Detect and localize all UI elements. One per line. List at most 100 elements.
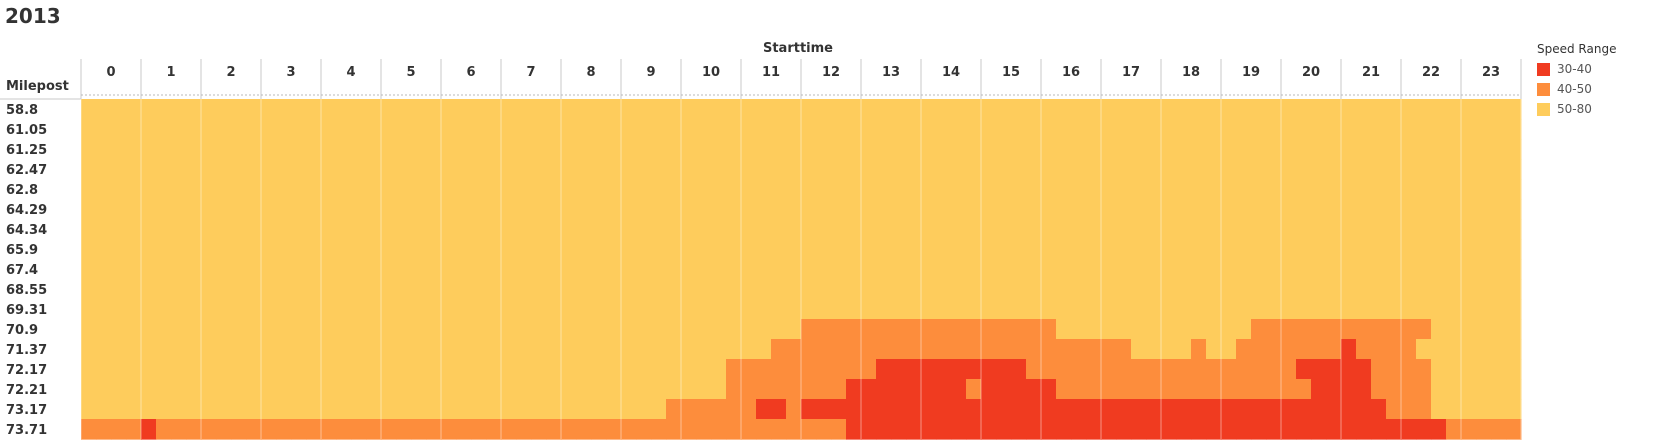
heatmap-cell (1041, 279, 1057, 300)
heatmap-cell (651, 299, 667, 320)
heatmap-cell (831, 299, 847, 320)
heatmap-cell (1326, 199, 1342, 220)
heatmap-cell (1176, 159, 1192, 180)
heatmap-cell (1026, 319, 1042, 340)
heatmap-cell (756, 119, 772, 140)
heatmap-cell (921, 379, 937, 400)
heatmap-cell (216, 279, 232, 300)
heatmap-cell (996, 419, 1012, 440)
heatmap-cell (396, 219, 412, 240)
heatmap-cell (936, 379, 952, 400)
legend-swatch (1537, 62, 1550, 76)
heatmap-cell (246, 399, 262, 420)
heatmap-cell (816, 379, 832, 400)
heatmap-cell (966, 419, 982, 440)
heatmap-cell (1191, 339, 1207, 360)
heatmap-cell (936, 259, 952, 280)
heatmap-cell (396, 359, 412, 380)
heatmap-cell (1176, 139, 1192, 160)
heatmap-cell (951, 239, 967, 260)
heatmap-cell (801, 159, 817, 180)
heatmap-cell (966, 279, 982, 300)
heatmap-cell (81, 419, 97, 440)
heatmap-cell (1131, 239, 1147, 260)
heatmap-cell (591, 159, 607, 180)
heatmap-cell (126, 219, 142, 240)
heatmap-cell (606, 279, 622, 300)
heatmap-cells (81, 99, 1522, 440)
heatmap-cell (471, 359, 487, 380)
heatmap-cell (1356, 399, 1372, 420)
heatmap-cell (666, 399, 682, 420)
heatmap-cell (336, 219, 352, 240)
heatmap-cell (1446, 179, 1462, 200)
heatmap-cell (966, 199, 982, 220)
heatmap-cell (1416, 339, 1432, 360)
heatmap-cell (531, 379, 547, 400)
heatmap-cell (936, 319, 952, 340)
heatmap-cell (891, 339, 907, 360)
heatmap-cell (261, 119, 277, 140)
heatmap-cell (1236, 239, 1252, 260)
heatmap-cell (681, 359, 697, 380)
heatmap-cell (801, 299, 817, 320)
heatmap-cell (771, 379, 787, 400)
heatmap-cell (276, 259, 292, 280)
heatmap-cell (1356, 159, 1372, 180)
heatmap-cell (516, 339, 532, 360)
heatmap-cell (831, 379, 847, 400)
heatmap-cell (1371, 179, 1387, 200)
x-tick-label: 12 (822, 65, 840, 80)
heatmap-cell (351, 199, 367, 220)
heatmap-cell (576, 179, 592, 200)
heatmap-cell (1311, 339, 1327, 360)
heatmap-cell (516, 139, 532, 160)
heatmap-cell (471, 99, 487, 120)
heatmap-cell (1266, 399, 1282, 420)
heatmap-cell (1296, 159, 1312, 180)
heatmap-cell (621, 279, 637, 300)
heatmap-cell (321, 139, 337, 160)
heatmap-cell (951, 419, 967, 440)
heatmap-cell (1086, 239, 1102, 260)
heatmap-cell (351, 119, 367, 140)
heatmap-cell (231, 239, 247, 260)
heatmap-cell (741, 239, 757, 260)
heatmap-cell (1236, 279, 1252, 300)
heatmap-cell (126, 379, 142, 400)
heatmap-cell (396, 399, 412, 420)
heatmap-cell (651, 179, 667, 200)
heatmap-cell (666, 239, 682, 260)
heatmap-cell (981, 99, 997, 120)
heatmap-cell (1131, 199, 1147, 220)
heatmap-cell (1146, 279, 1162, 300)
heatmap-cell (1431, 259, 1447, 280)
heatmap-cell (126, 279, 142, 300)
heatmap-cell (321, 239, 337, 260)
heatmap-cell (411, 299, 427, 320)
heatmap-cell (471, 139, 487, 160)
heatmap-cell (1491, 339, 1507, 360)
heatmap-cell (876, 399, 892, 420)
heatmap-cell (1116, 119, 1132, 140)
heatmap-cell (351, 99, 367, 120)
heatmap-cell (1266, 359, 1282, 380)
heatmap-cell (1026, 179, 1042, 200)
heatmap-cell (666, 159, 682, 180)
heatmap-cell (201, 119, 217, 140)
heatmap-cell (561, 419, 577, 440)
heatmap-cell (156, 259, 172, 280)
heatmap-cell (681, 319, 697, 340)
heatmap-cell (231, 339, 247, 360)
heatmap-cell (1446, 379, 1462, 400)
legend-title: Speed Range (1537, 42, 1617, 56)
heatmap-cell (321, 299, 337, 320)
heatmap-cell (96, 339, 112, 360)
heatmap-cell (891, 119, 907, 140)
heatmap-cell (1431, 239, 1447, 260)
heatmap-cell (816, 239, 832, 260)
heatmap-cell (396, 119, 412, 140)
heatmap-cell (1191, 239, 1207, 260)
heatmap-cell (561, 119, 577, 140)
heatmap-cell (156, 339, 172, 360)
